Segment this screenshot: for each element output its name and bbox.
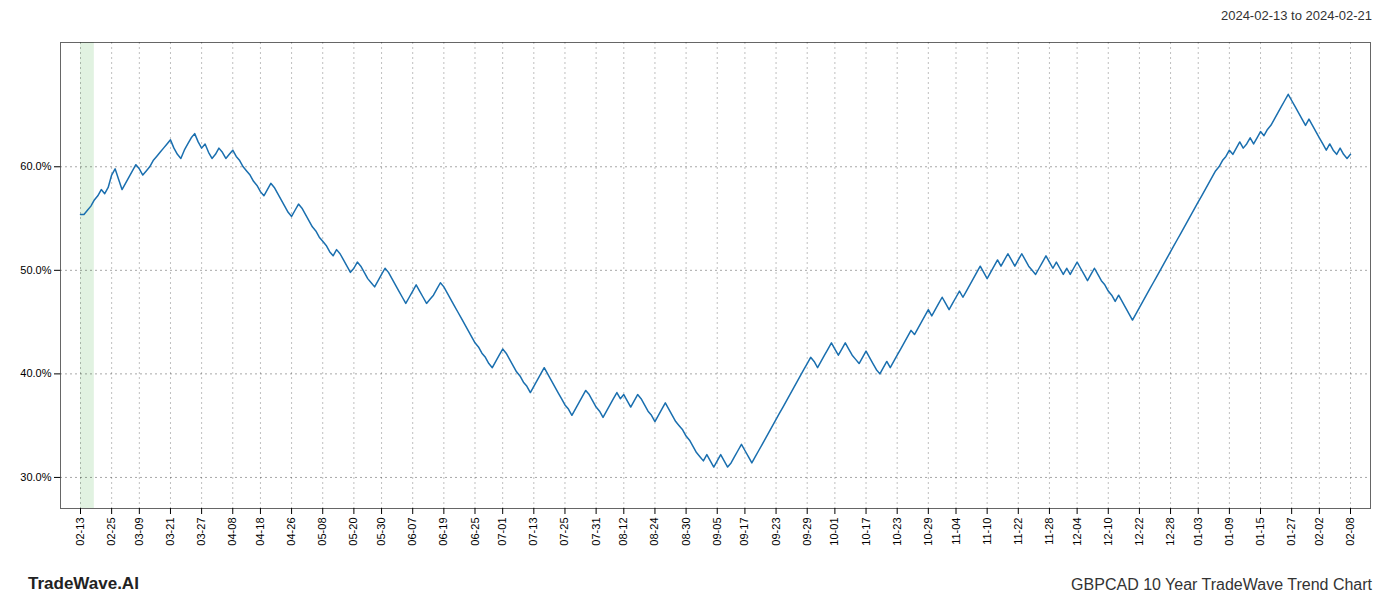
html-text:TradeWave.AI: TradeWave.AI bbox=[28, 574, 139, 593]
svg-text:01-09: 01-09 bbox=[1223, 518, 1235, 546]
svg-text:11-04: 11-04 bbox=[950, 518, 962, 545]
svg-text:10-23: 10-23 bbox=[891, 518, 903, 546]
svg-text:06-19: 06-19 bbox=[437, 518, 449, 546]
svg-text:03-09: 03-09 bbox=[133, 518, 145, 546]
svg-text:09-05: 09-05 bbox=[711, 518, 723, 546]
svg-text:08-24: 08-24 bbox=[648, 518, 660, 546]
svg-text:01-03: 01-03 bbox=[1192, 518, 1204, 546]
svg-text:12-10: 12-10 bbox=[1102, 518, 1114, 546]
svg-text:09-17: 09-17 bbox=[738, 518, 750, 546]
svg-text:04-26: 04-26 bbox=[285, 518, 297, 546]
svg-text:01-27: 01-27 bbox=[1285, 518, 1297, 546]
svg-text:02-25: 02-25 bbox=[105, 518, 117, 546]
svg-text:10-01: 10-01 bbox=[828, 518, 840, 546]
svg-text:40.0%: 40.0% bbox=[20, 367, 51, 379]
svg-text:11-10: 11-10 bbox=[981, 518, 993, 545]
svg-text:08-30: 08-30 bbox=[680, 518, 692, 546]
svg-text:04-08: 04-08 bbox=[226, 518, 238, 546]
svg-text:05-20: 05-20 bbox=[347, 518, 359, 546]
svg-text:07-13: 07-13 bbox=[527, 518, 539, 546]
html-text:2024-02-13 to 2024-02-21: 2024-02-13 to 2024-02-21 bbox=[1220, 8, 1372, 23]
svg-text:09-29: 09-29 bbox=[801, 518, 813, 546]
svg-text:12-04: 12-04 bbox=[1071, 518, 1083, 546]
svg-text:01-15: 01-15 bbox=[1254, 518, 1266, 546]
svg-text:30.0%: 30.0% bbox=[20, 471, 51, 483]
svg-text:60.0%: 60.0% bbox=[20, 160, 51, 172]
svg-text:05-30: 05-30 bbox=[375, 518, 387, 546]
svg-text:02-08: 02-08 bbox=[1344, 518, 1356, 546]
svg-text:03-21: 03-21 bbox=[164, 518, 176, 546]
svg-text:11-28: 11-28 bbox=[1043, 518, 1055, 545]
svg-text:02-13: 02-13 bbox=[74, 518, 86, 546]
svg-text:07-25: 07-25 bbox=[558, 518, 570, 546]
svg-text:50.0%: 50.0% bbox=[20, 264, 51, 276]
svg-text:07-01: 07-01 bbox=[496, 518, 508, 546]
svg-text:06-07: 06-07 bbox=[406, 518, 418, 546]
svg-text:12-22: 12-22 bbox=[1133, 518, 1145, 546]
svg-text:04-18: 04-18 bbox=[254, 518, 266, 546]
svg-text:02-02: 02-02 bbox=[1313, 518, 1325, 546]
svg-text:12-28: 12-28 bbox=[1164, 518, 1176, 546]
svg-text:09-23: 09-23 bbox=[770, 518, 782, 546]
svg-text:08-12: 08-12 bbox=[617, 518, 629, 546]
svg-text:10-29: 10-29 bbox=[922, 518, 934, 546]
svg-text:03-27: 03-27 bbox=[195, 518, 207, 546]
svg-text:10-17: 10-17 bbox=[860, 518, 872, 546]
svg-text:06-25: 06-25 bbox=[469, 518, 481, 546]
svg-text:05-08: 05-08 bbox=[316, 518, 328, 546]
html-text:GBPCAD 10 Year TradeWave Trend: GBPCAD 10 Year TradeWave Trend Chart bbox=[1071, 576, 1372, 593]
svg-text:07-31: 07-31 bbox=[590, 518, 602, 546]
svg-text:11-22: 11-22 bbox=[1012, 518, 1024, 545]
